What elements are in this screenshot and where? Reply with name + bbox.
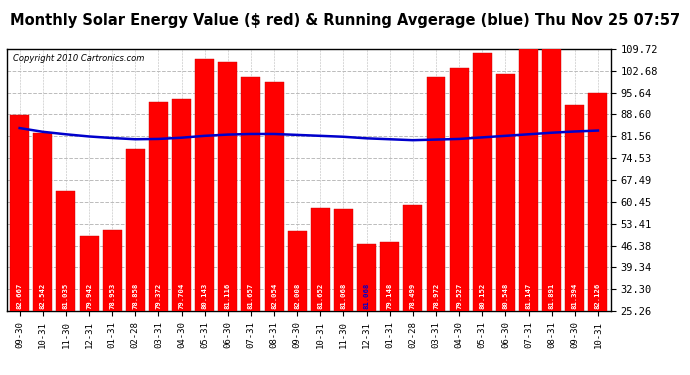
Bar [241, 77, 260, 375]
Text: 81.116: 81.116 [225, 282, 231, 309]
Text: 82.126: 82.126 [595, 282, 601, 309]
Bar [218, 62, 237, 375]
Text: 78.972: 78.972 [433, 282, 439, 309]
Bar [565, 105, 584, 375]
Text: 81.657: 81.657 [248, 282, 254, 309]
Text: 81.068: 81.068 [364, 282, 370, 309]
Bar [473, 53, 492, 375]
Bar [357, 244, 376, 375]
Text: 79.942: 79.942 [86, 282, 92, 309]
Bar [33, 134, 52, 375]
Bar [542, 50, 561, 375]
Bar [172, 99, 191, 375]
Bar [57, 191, 75, 375]
Text: 80.143: 80.143 [201, 282, 208, 309]
Bar [10, 115, 29, 375]
Bar [126, 149, 145, 375]
Bar [450, 68, 469, 375]
Bar [311, 208, 330, 375]
Text: 82.008: 82.008 [294, 282, 300, 309]
Bar [195, 59, 214, 375]
Bar [334, 210, 353, 375]
Bar [426, 77, 446, 375]
Text: 81.068: 81.068 [340, 282, 346, 309]
Text: Copyright 2010 Cartronics.com: Copyright 2010 Cartronics.com [13, 54, 144, 63]
Text: 78.858: 78.858 [132, 282, 138, 309]
Text: 81.394: 81.394 [572, 282, 578, 309]
Text: 81.891: 81.891 [549, 282, 555, 309]
Bar [288, 231, 306, 375]
Text: 81.147: 81.147 [526, 282, 531, 309]
Bar [496, 74, 515, 375]
Text: 79.527: 79.527 [456, 282, 462, 309]
Bar [103, 230, 121, 375]
Bar [519, 50, 538, 375]
Bar [404, 205, 422, 375]
Text: 79.372: 79.372 [155, 282, 161, 309]
Text: 78.499: 78.499 [410, 282, 416, 309]
Text: 82.542: 82.542 [40, 282, 46, 309]
Text: 80.548: 80.548 [502, 282, 509, 309]
Bar [149, 102, 168, 375]
Text: 78.953: 78.953 [109, 282, 115, 309]
Text: 79.704: 79.704 [179, 282, 184, 309]
Text: Monthly Solar Energy Value ($ red) & Running Avgerage (blue) Thu Nov 25 07:57: Monthly Solar Energy Value ($ red) & Run… [10, 13, 680, 28]
Bar [380, 242, 400, 375]
Text: 80.152: 80.152 [480, 282, 485, 309]
Text: 82.667: 82.667 [17, 282, 23, 309]
Bar [79, 236, 99, 375]
Text: 79.148: 79.148 [386, 282, 393, 309]
Text: 82.054: 82.054 [271, 282, 277, 309]
Bar [589, 93, 607, 375]
Bar [264, 82, 284, 375]
Text: 81.652: 81.652 [317, 282, 324, 309]
Text: 81.035: 81.035 [63, 282, 69, 309]
